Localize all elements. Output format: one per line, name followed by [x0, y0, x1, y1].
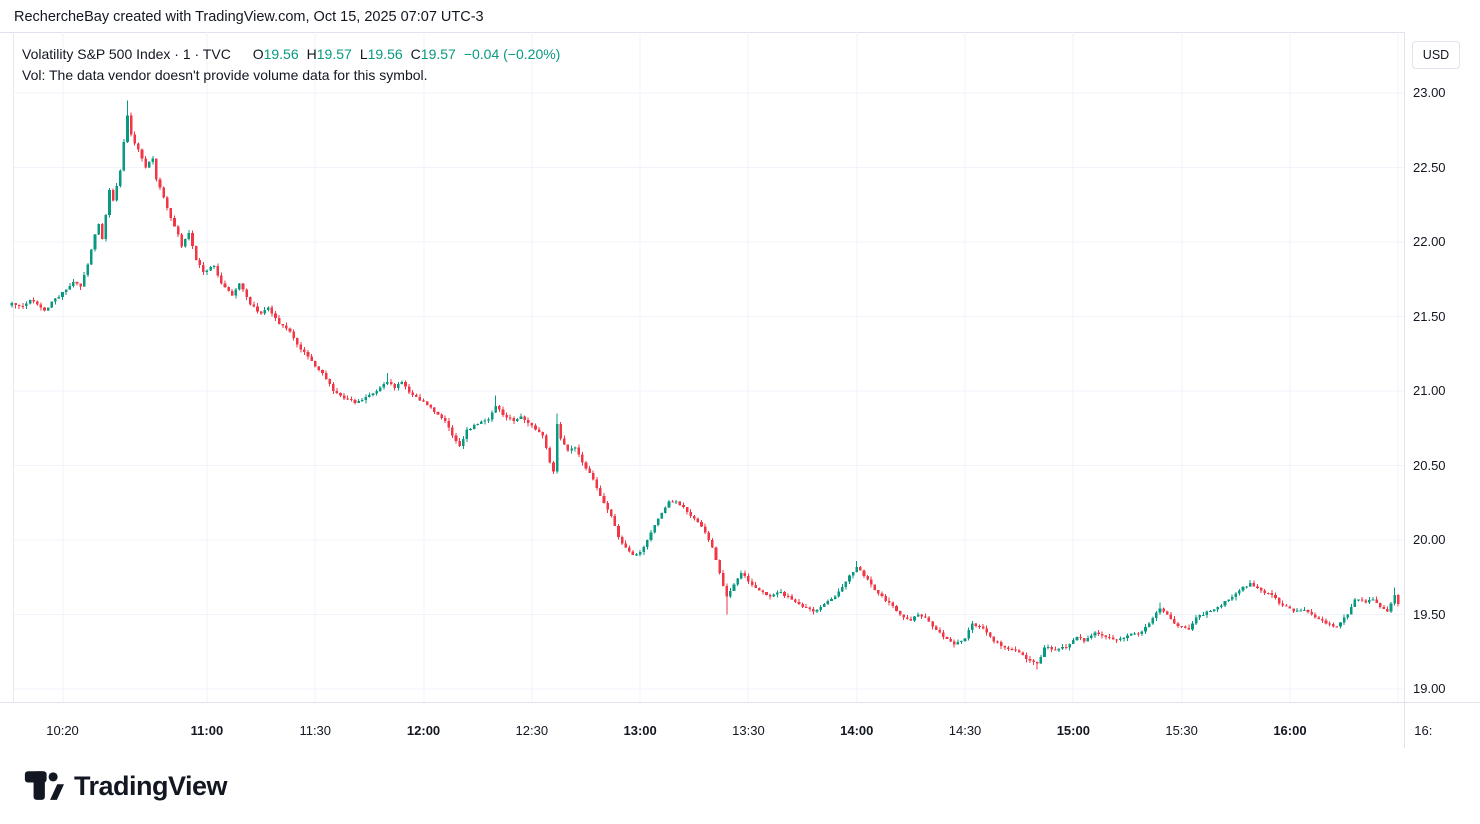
- price-axis-label: 19.50: [1413, 606, 1446, 622]
- time-axis-separator: [0, 702, 1480, 703]
- ohlc-values: O19.56 H19.57 L19.56 C19.57 −0.04 (−0.20%): [245, 46, 561, 62]
- time-axis-label: 14:00: [840, 723, 874, 738]
- time-axis-label: 16:00: [1273, 723, 1307, 738]
- time-axis-label: 11:30: [299, 723, 332, 738]
- time-axis-label: 10:20: [46, 723, 79, 738]
- tradingview-logo-text: TradingView: [74, 770, 228, 801]
- ohlc-value: 19.56: [263, 46, 299, 62]
- ohlc-label: L: [359, 46, 368, 62]
- time-axis-label: 12:30: [515, 723, 549, 738]
- time-axis-label: 16:: [1414, 723, 1433, 738]
- ohlc-label: O: [252, 46, 264, 62]
- ohlc-value: 19.57: [316, 46, 352, 62]
- change-value: −0.04 (−0.20%): [463, 46, 561, 62]
- price-axis-label: 20.00: [1413, 532, 1446, 547]
- ohlc-value: 19.57: [420, 46, 456, 62]
- time-axis-label: 11:00: [190, 723, 224, 738]
- time-axis-label: 14:30: [948, 723, 982, 738]
- tradingview-branding: TradingView: [24, 766, 228, 806]
- candlestick-chart[interactable]: [0, 32, 1404, 702]
- currency-button[interactable]: USD: [1412, 41, 1460, 69]
- pane-top-border: [0, 32, 1480, 33]
- price-axis-separator: [1404, 32, 1405, 748]
- volume-note: Vol: The data vendor doesn't provide vol…: [22, 67, 428, 83]
- price-axis-label: 20.50: [1413, 457, 1446, 473]
- chart-pane[interactable]: [0, 32, 1404, 702]
- price-axis-label: 22.00: [1413, 234, 1446, 249]
- price-axis[interactable]: USD 23.00 22.50 22.00 21.50 21.00 20.50 20.00 1…: [1405, 32, 1480, 702]
- price-axis-label: 23.00: [1413, 85, 1446, 100]
- time-axis-label: 13:30: [732, 723, 765, 738]
- price-axis-label: 19.00: [1413, 681, 1446, 696]
- price-axis-label: 22.50: [1413, 159, 1446, 175]
- ohlc-label: H: [306, 46, 317, 62]
- ohlc-value: 19.56: [367, 46, 403, 62]
- time-axis-label: 13:00: [623, 723, 657, 738]
- time-axis-label: 15:00: [1056, 723, 1090, 738]
- tradingview-logo-icon: [24, 771, 64, 800]
- time-axis[interactable]: 10:20 11:00 11:30 12:00 12:30 13:00 13:30 14:00…: [0, 703, 1480, 748]
- time-axis-label: 15:30: [1165, 723, 1198, 738]
- symbol-title: Volatility S&P 500 Index · 1 · TVC: [22, 46, 231, 62]
- price-axis-label: 21.00: [1413, 383, 1446, 398]
- ohlc-label: C: [410, 46, 421, 62]
- time-axis-label: 12:00: [406, 723, 441, 738]
- chart-legend: Volatility S&P 500 Index · 1 · TVC O19.5…: [22, 44, 560, 86]
- legend-symbol-row: Volatility S&P 500 Index · 1 · TVC O19.5…: [22, 44, 560, 65]
- pane-left-border: [13, 32, 14, 702]
- price-axis-label: 21.50: [1413, 308, 1446, 324]
- attribution-text: RechercheBay created with TradingView.co…: [14, 9, 484, 25]
